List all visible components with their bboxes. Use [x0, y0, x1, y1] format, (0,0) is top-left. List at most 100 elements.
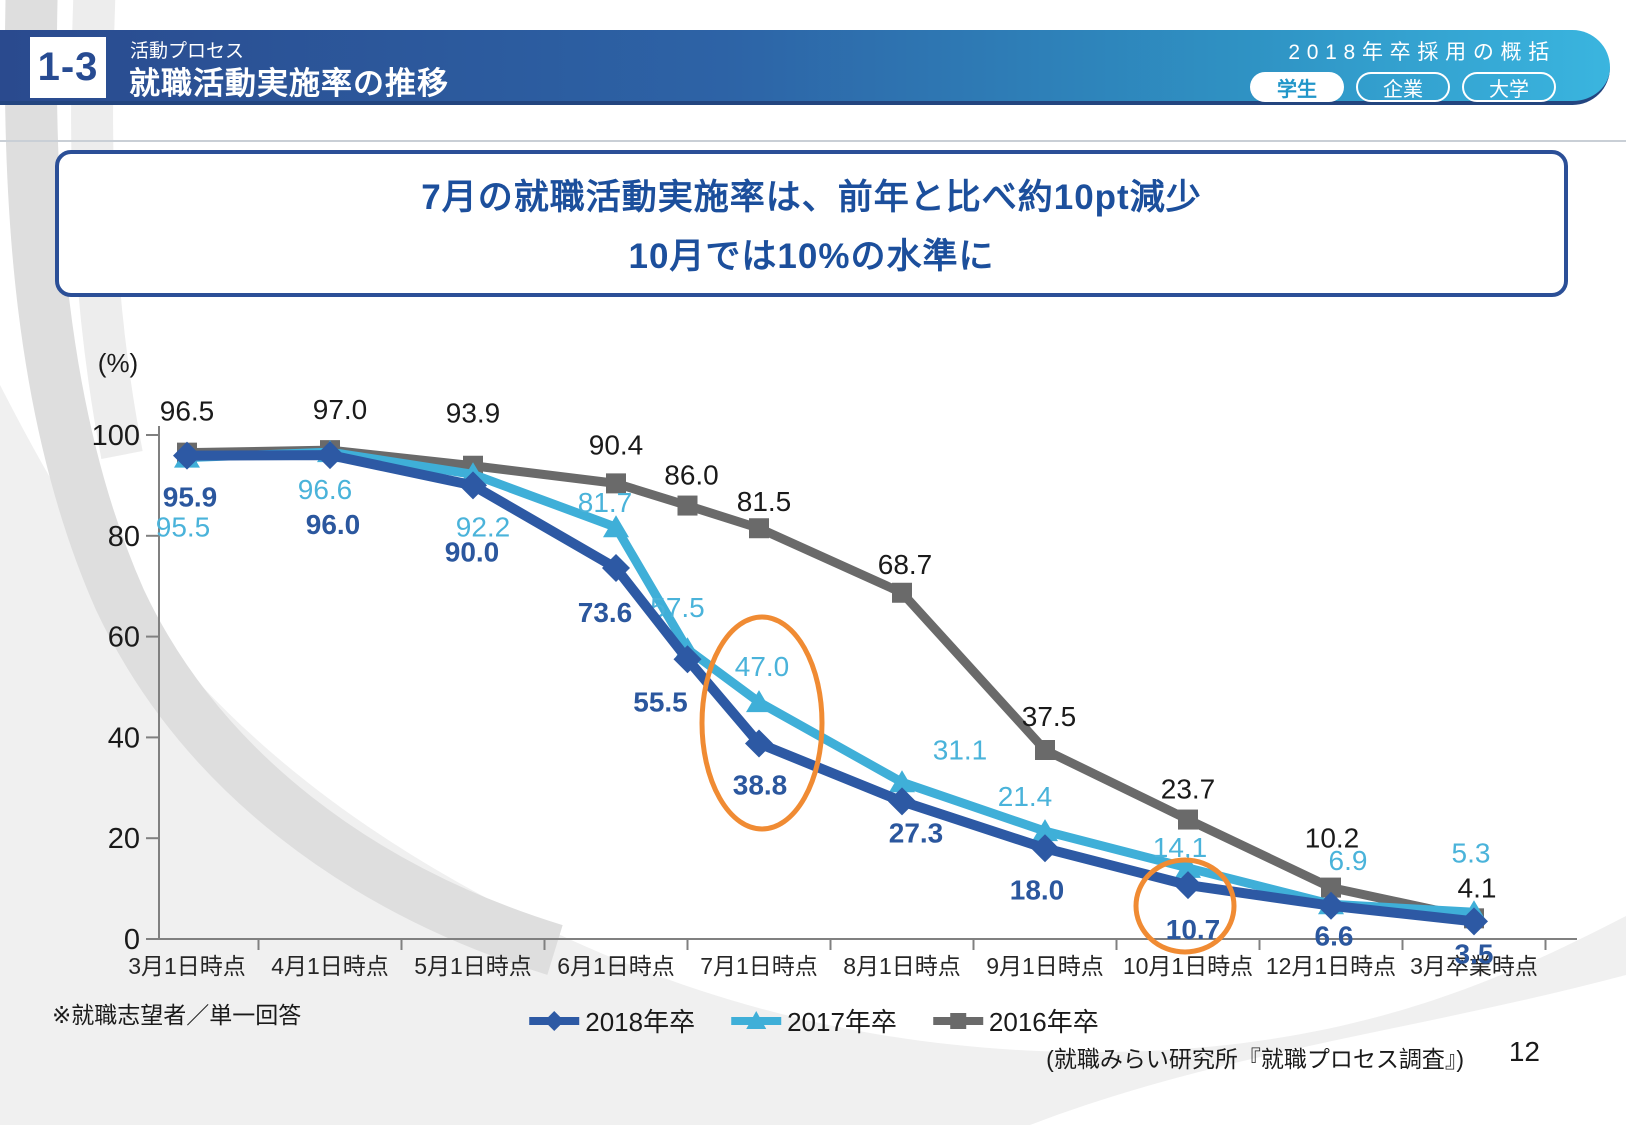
x-axis-label: 4月1日時点	[271, 953, 389, 979]
x-axis-label: 3月卒業時点	[1410, 953, 1538, 979]
page-number: 12	[1508, 1036, 1540, 1067]
value-label: 92.2	[456, 511, 511, 542]
diamond-marker	[602, 554, 630, 583]
x-axis-label: 12月1日時点	[1266, 953, 1396, 979]
legend-label: 2017年卒	[787, 1007, 897, 1037]
value-label: 27.3	[889, 817, 944, 848]
value-label: 31.1	[933, 734, 988, 765]
square-marker	[1178, 809, 1198, 830]
value-label: 96.5	[160, 396, 215, 427]
value-label: 10.7	[1166, 914, 1221, 945]
value-label: 10.2	[1305, 823, 1360, 854]
section-category: 活動プロセス	[130, 41, 245, 62]
y-axis-label: 0	[124, 924, 140, 956]
series-line-2018年卒	[186, 450, 1475, 927]
page-title: 就職活動実施率の推移	[129, 66, 449, 101]
legend-label: 2018年卒	[585, 1007, 696, 1037]
value-label: 96.0	[306, 509, 361, 540]
diamond-marker	[459, 471, 487, 500]
diamond-marker	[173, 441, 201, 470]
triangle-marker	[1032, 819, 1058, 842]
square-marker	[677, 495, 698, 516]
legend-item-2016年卒: 2016年卒	[931, 1002, 1099, 1039]
legend-label: 2016年卒	[988, 1007, 1099, 1037]
value-label: 38.8	[733, 769, 788, 800]
value-label: 18.0	[1010, 874, 1065, 905]
y-axis-label: 40	[108, 722, 140, 754]
triangle-marker	[1175, 855, 1201, 878]
chart-legend: 2018年卒 2017年卒 2016年卒	[527, 1002, 1099, 1039]
value-label: 97.0	[313, 394, 368, 425]
y-axis-label: 80	[108, 521, 140, 553]
key-message-box: 7月の就職活動実施率は、前年と比べ約10pt減少 10月では10%の水準に	[55, 150, 1568, 297]
series-line-2016年卒	[186, 445, 1475, 923]
y-axis-label: 60	[108, 622, 140, 654]
footnote: ※就職志望者／単一回答	[52, 1002, 302, 1028]
highlight-ellipse-july	[699, 614, 825, 832]
source-credit: (就職みらい研究所『就職プロセス調査』)	[1046, 1046, 1464, 1072]
value-label: 37.5	[1022, 701, 1077, 732]
value-label: 93.9	[446, 398, 501, 429]
diamond-marker	[1460, 907, 1488, 936]
diamond-marker	[316, 441, 344, 470]
triangle-legend-marker-icon	[731, 1010, 782, 1029]
square-marker	[892, 582, 912, 603]
highlight-ellipse-october	[1133, 857, 1237, 955]
value-label: 21.4	[998, 781, 1053, 812]
x-axis-label: 8月1日時点	[843, 953, 961, 979]
value-label: 81.5	[737, 486, 792, 517]
value-label: 95.5	[156, 512, 211, 543]
square-legend-marker-icon	[932, 1012, 983, 1029]
x-axis-label: 3月1日時点	[128, 953, 246, 979]
value-label: 47.0	[735, 651, 790, 682]
triangle-marker	[603, 515, 629, 538]
value-label: 6.6	[1315, 921, 1354, 952]
diamond-marker	[1317, 891, 1345, 920]
report-title: 2018年卒採用の概括	[1288, 41, 1556, 64]
y-axis-unit-label: (%)	[98, 348, 138, 378]
square-marker	[749, 518, 769, 539]
diamond-marker	[1174, 871, 1202, 900]
x-axis-label: 6月1日時点	[557, 953, 675, 979]
dark-arc-band	[4, 0, 563, 975]
square-marker	[1035, 740, 1055, 760]
triangle-marker	[889, 770, 915, 793]
value-label: 96.6	[298, 474, 353, 505]
diamond-legend-marker-icon	[529, 1010, 580, 1031]
value-label: 5.3	[1452, 837, 1491, 868]
diamond-marker	[673, 645, 702, 674]
value-label: 90.4	[589, 429, 644, 460]
value-label: 68.7	[878, 549, 933, 580]
diamond-marker	[1031, 834, 1059, 863]
header-divider-line	[0, 140, 1626, 142]
value-label: 3.5	[1455, 938, 1494, 969]
tab-companies[interactable]: 企業	[1356, 72, 1450, 102]
value-label: 4.1	[1458, 872, 1497, 903]
value-label: 55.5	[633, 686, 688, 717]
audience-tabs: 学生 企業 大学	[1250, 72, 1556, 102]
series-line-2017年卒	[186, 447, 1475, 917]
value-label: 73.6	[578, 597, 633, 628]
section-number-badge: 1-3	[30, 37, 106, 98]
header-right: 2018年卒採用の概括 学生 企業 大学	[1250, 36, 1556, 102]
value-label: 6.9	[1329, 845, 1368, 876]
diamond-marker	[745, 729, 773, 758]
y-axis-label: 20	[108, 823, 140, 855]
y-axis-label: 100	[92, 420, 140, 452]
diamond-marker	[888, 787, 916, 816]
triangle-marker	[746, 690, 772, 713]
value-label: 81.7	[578, 487, 633, 518]
legend-item-2018年卒: 2018年卒	[527, 1002, 695, 1039]
legend-item-2017年卒: 2017年卒	[729, 1002, 897, 1039]
value-label: 95.9	[163, 482, 218, 513]
value-label: 23.7	[1161, 774, 1216, 805]
square-marker	[1321, 877, 1341, 898]
x-axis-label: 10月1日時点	[1123, 953, 1253, 979]
x-axis-label: 5月1日時点	[414, 953, 532, 979]
tab-universities[interactable]: 大学	[1462, 72, 1556, 102]
value-label: 86.0	[664, 460, 719, 491]
value-label: 90.0	[445, 536, 500, 567]
x-axis-label: 7月1日時点	[700, 953, 818, 979]
tab-students[interactable]: 学生	[1250, 72, 1344, 102]
